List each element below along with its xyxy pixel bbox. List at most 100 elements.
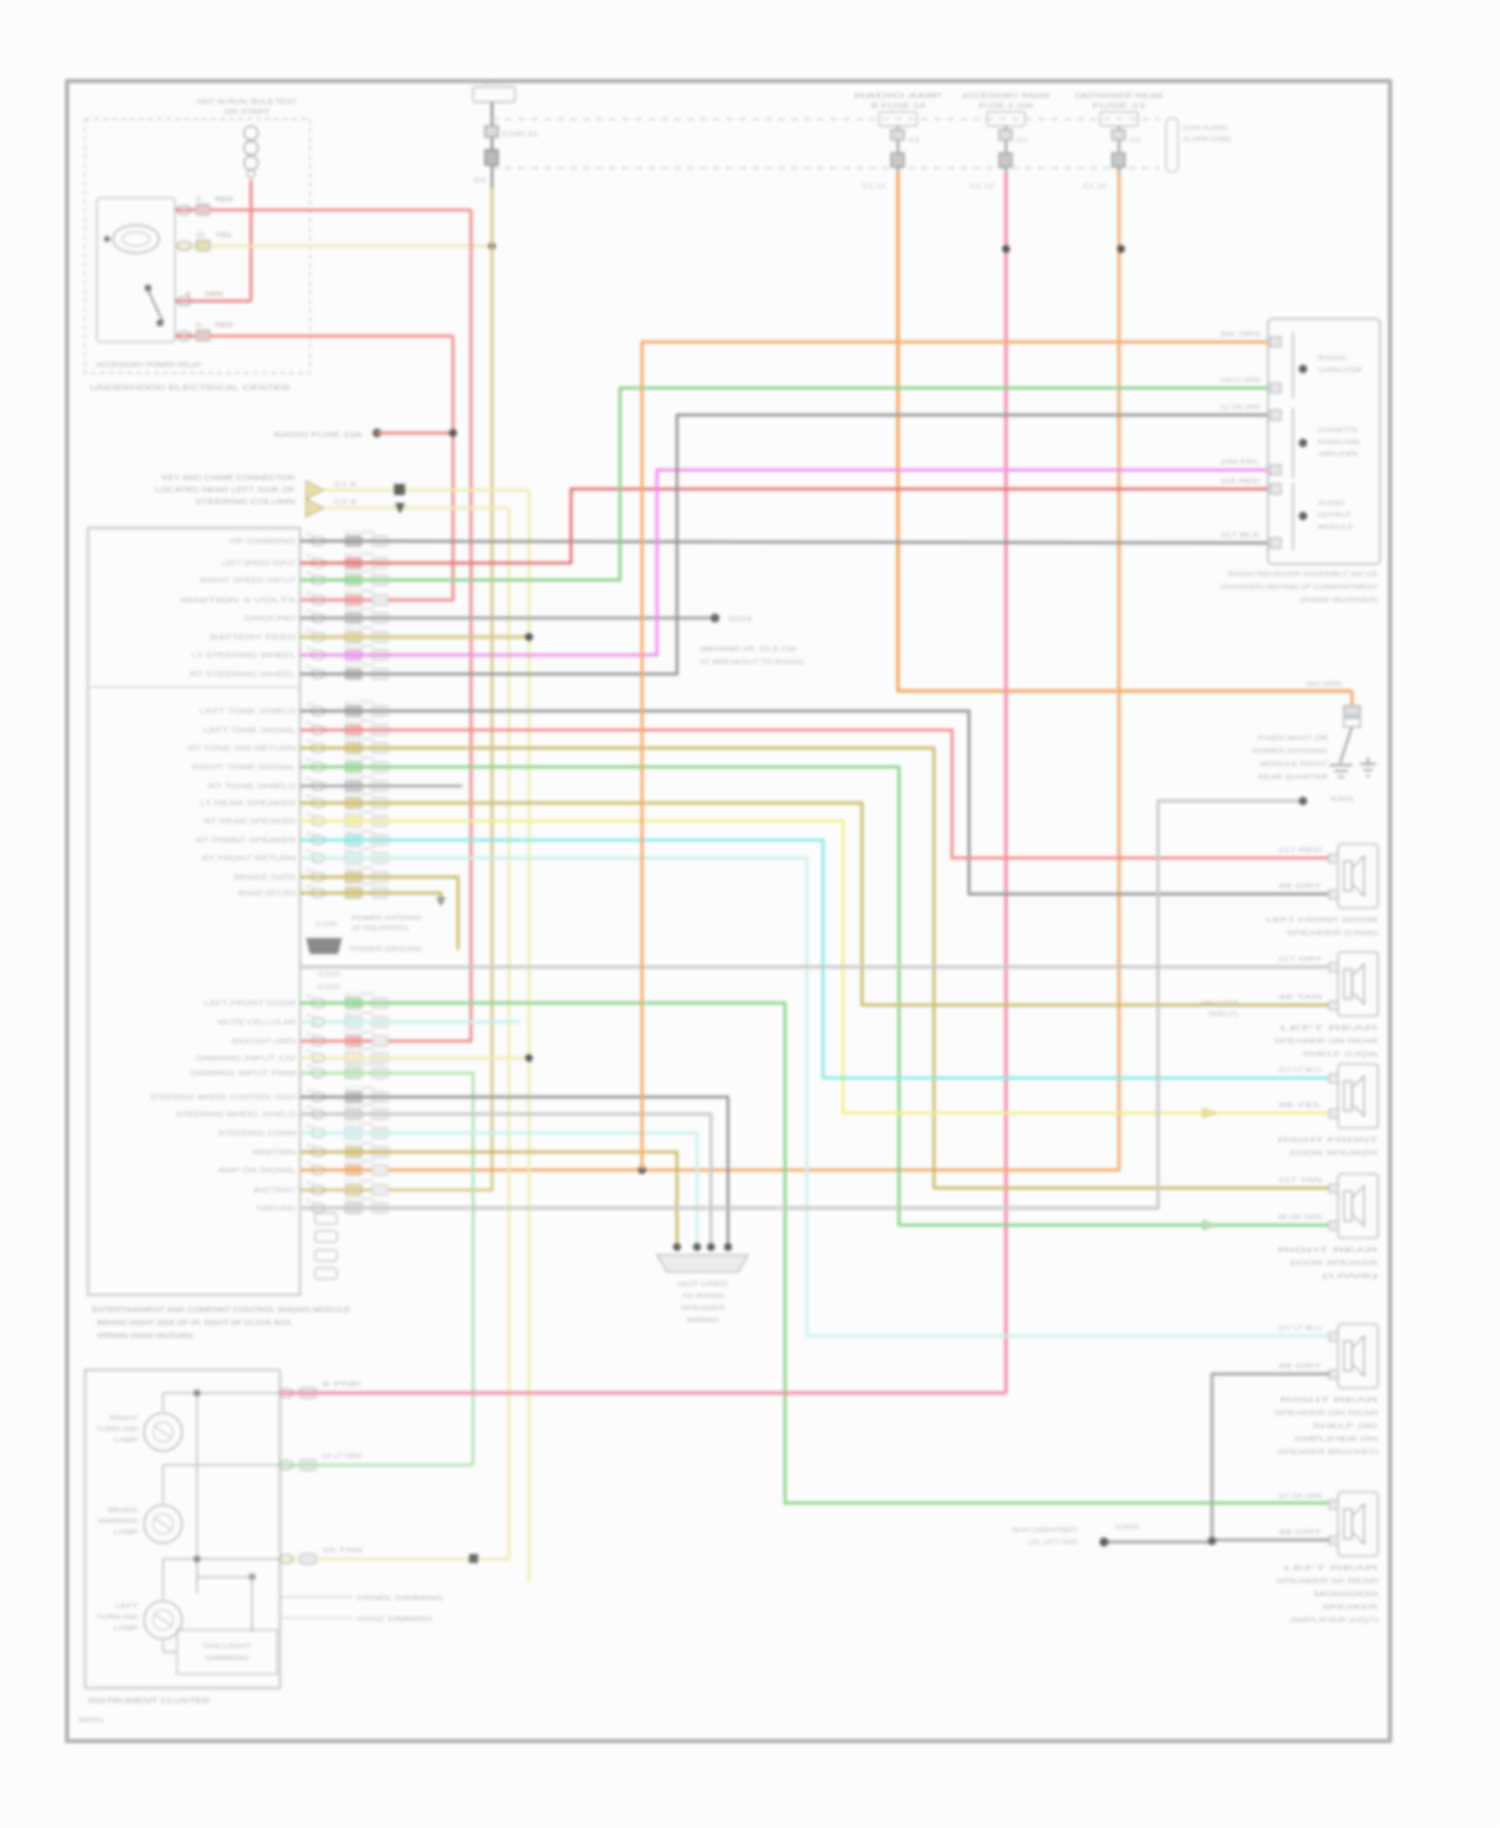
svg-text:117 ORN: 117 ORN (344, 626, 374, 632)
svg-text:117 ORN: 117 ORN (344, 552, 374, 558)
svg-text:SPEAKER W/ REAR: SPEAKER W/ REAR (1276, 1578, 1379, 1585)
svg-text:MONSOON: MONSOON (1314, 1591, 1379, 1598)
svg-text:ENTERTAINMENT AND COMFORT CONT: ENTERTAINMENT AND COMFORT CONTROL (RADIO… (92, 1305, 350, 1314)
svg-text:46 TAN: 46 TAN (1278, 995, 1322, 1001)
svg-text:FUSE 4 10A: FUSE 4 10A (979, 103, 1033, 110)
svg-text:117 ORN: 117 ORN (344, 1062, 374, 1068)
svg-text:RIGHT REAR: RIGHT REAR (1280, 1397, 1379, 1404)
svg-text:POWER GROUND: POWER GROUND (350, 946, 422, 953)
svg-text:A1: A1 (1129, 138, 1142, 144)
svg-text:BRAKE RETURN: BRAKE RETURN (238, 891, 296, 898)
svg-text:A1: A1 (306, 794, 315, 800)
svg-text:OUTPUT: OUTPUT (1318, 512, 1351, 519)
svg-text:A1: A1 (306, 646, 315, 652)
svg-text:C2: C2 (474, 177, 487, 184)
svg-text:BRAKE DATA: BRAKE DATA (234, 875, 296, 882)
svg-text:LAMP: LAMP (114, 1529, 138, 1536)
svg-text:117 ORN: 117 ORN (344, 719, 374, 725)
svg-text:RED: RED (215, 322, 233, 329)
svg-text:46 GRY: 46 GRY (1278, 1364, 1322, 1370)
svg-text:117 RED: 117 RED (1278, 848, 1323, 854)
svg-text:46 GRY: 46 GRY (1278, 884, 1322, 890)
svg-text:RT FRONT SPEAKER: RT FRONT SPEAKER (196, 838, 296, 845)
svg-text:RADIO RECEIVER ASSEMBLY (W/ CD: RADIO RECEIVER ASSEMBLY (W/ CD (1228, 571, 1378, 578)
svg-text:A1: A1 (306, 1013, 315, 1019)
svg-text:LAMP: LAMP (114, 1437, 138, 1444)
svg-text:RIGHT TONE SIGNAL: RIGHT TONE SIGNAL (192, 765, 296, 772)
svg-text:LOCATED NEAR LEFT SIDE OF: LOCATED NEAR LEFT SIDE OF (155, 487, 295, 494)
svg-text:116 RED: 116 RED (1220, 479, 1261, 485)
svg-text:DIMMING INPUT PWM: DIMMING INPUT PWM (190, 1071, 296, 1078)
svg-text:TURN IND: TURN IND (96, 1426, 138, 1433)
svg-text:117 ORN: 117 ORN (344, 866, 374, 872)
svg-text:DIMMING INPUT 12V: DIMMING INPUT 12V (196, 1056, 296, 1063)
svg-text:LEFT FRONT DOOR: LEFT FRONT DOOR (1266, 917, 1379, 924)
svg-text:A1: A1 (306, 1143, 315, 1149)
svg-text:RT STEERING WHEEL: RT STEERING WHEEL (190, 672, 296, 679)
svg-text:(UW6): (UW6) (1322, 1273, 1378, 1280)
svg-text:A1: A1 (306, 1105, 315, 1111)
svg-text:117 TAN: 117 TAN (1278, 1178, 1322, 1184)
svg-text:A1: A1 (306, 1064, 315, 1070)
svg-text:LID, LEFT SIDE: LID, LEFT SIDE (1028, 1540, 1078, 1546)
svg-text:NOT USED: NOT USED (678, 1281, 728, 1288)
svg-text:C1 12: C1 12 (1083, 184, 1108, 190)
svg-text:A1: A1 (306, 1199, 315, 1205)
svg-text:A1: A1 (306, 849, 315, 855)
svg-text:RIGHT SPEED INPUT: RIGHT SPEED INPUT (200, 578, 297, 585)
svg-text:INSTRUMENT CLUSTER: INSTRUMENT CLUSTER (88, 1696, 211, 1705)
svg-text:AT BREAKOUT TO RADIO): AT BREAKOUT TO RADIO) (700, 659, 804, 666)
svg-text:SPEAKER (UW6): SPEAKER (UW6) (1286, 930, 1378, 937)
svg-text:FIXED MAST OR: FIXED MAST OR (1258, 735, 1328, 742)
svg-text:LEFT TONE SHIELD: LEFT TONE SHIELD (200, 709, 296, 716)
svg-text:LEFT SPEED INPUT: LEFT SPEED INPUT (222, 561, 297, 568)
svg-text:117 ORN: 117 ORN (344, 607, 374, 613)
svg-text:117 ORN: 117 ORN (344, 1159, 374, 1165)
svg-text:STEERING COMM: STEERING COMM (218, 1131, 296, 1138)
svg-text:199 PPL: 199 PPL (1220, 460, 1261, 466)
svg-text:I/P DIMMING: I/P DIMMING (230, 539, 296, 546)
svg-text:MUTE CELLULAR: MUTE CELLULAR (218, 1020, 296, 1027)
svg-text:C1 12: C1 12 (862, 184, 887, 190)
svg-text:(RADIO RECEIVER): (RADIO RECEIVER) (1300, 597, 1378, 604)
svg-text:S301: S301 (1330, 796, 1355, 803)
svg-text:117 ORN: 117 ORN (344, 1141, 374, 1147)
svg-text:RADIO: RADIO (1318, 355, 1346, 362)
svg-text:117 ORN: 117 ORN (344, 829, 374, 835)
svg-text:341 ORN: 341 ORN (1220, 332, 1260, 338)
svg-text:ACCESSORY RADIO: ACCESSORY RADIO (962, 93, 1051, 100)
svg-text:LEFT FRONT DOOR: LEFT FRONT DOOR (204, 1001, 296, 1008)
svg-text:117 BLK: 117 BLK (1220, 533, 1260, 539)
svg-text:RED: RED (215, 196, 233, 203)
svg-text:DOOR SPEAKER: DOOR SPEAKER (1290, 1150, 1379, 1157)
svg-text:KEY AND CHIME CONNECTOR: KEY AND CHIME CONNECTOR (162, 475, 295, 482)
svg-text:C1 12: C1 12 (970, 184, 995, 190)
svg-text:AMPLIFIER ON: AMPLIFIER ON (1294, 1436, 1379, 1443)
svg-text:A1: A1 (306, 1124, 315, 1130)
svg-text:REAR QUARTER: REAR QUARTER (1258, 774, 1328, 781)
svg-text:A1: A1 (1016, 138, 1029, 144)
svg-text:SPEAKER ON REAR: SPEAKER ON REAR (1274, 1038, 1378, 1045)
svg-text:AUDIO: AUDIO (1318, 500, 1344, 507)
svg-text:PRNDL DIMMING: PRNDL DIMMING (357, 1595, 443, 1602)
svg-text:C100 12: C100 12 (502, 131, 539, 138)
svg-text:A1: A1 (306, 609, 315, 615)
svg-text:(BEHIND I/P, 25.5 CM: (BEHIND I/P, 25.5 CM (700, 646, 796, 653)
svg-text:117 ORN: 117 ORN (344, 530, 374, 536)
svg-text:46 GRY: 46 GRY (1278, 1530, 1322, 1536)
svg-text:A1: A1 (306, 554, 315, 560)
svg-text:8 PNK: 8 PNK (322, 1382, 362, 1388)
svg-text:CAPACITOR: CAPACITOR (1318, 367, 1362, 374)
svg-text:C220: C220 (318, 984, 341, 991)
svg-text:STEERING WHEEL SHIELD: STEERING WHEEL SHIELD (176, 1112, 296, 1119)
svg-text:A1: A1 (306, 571, 315, 577)
svg-text:117 ORN: 117 ORN (344, 775, 374, 781)
svg-text:A1: A1 (306, 994, 315, 1000)
svg-text:341 ORN: 341 ORN (1306, 682, 1342, 688)
svg-text:A1: A1 (306, 777, 315, 783)
svg-text:A1: A1 (306, 1049, 315, 1055)
svg-text:C205: C205 (315, 922, 338, 928)
svg-text:D: D (196, 322, 201, 329)
svg-text:C100: C100 (482, 79, 507, 86)
svg-text:POWER ANTENNA: POWER ANTENNA (352, 915, 423, 922)
